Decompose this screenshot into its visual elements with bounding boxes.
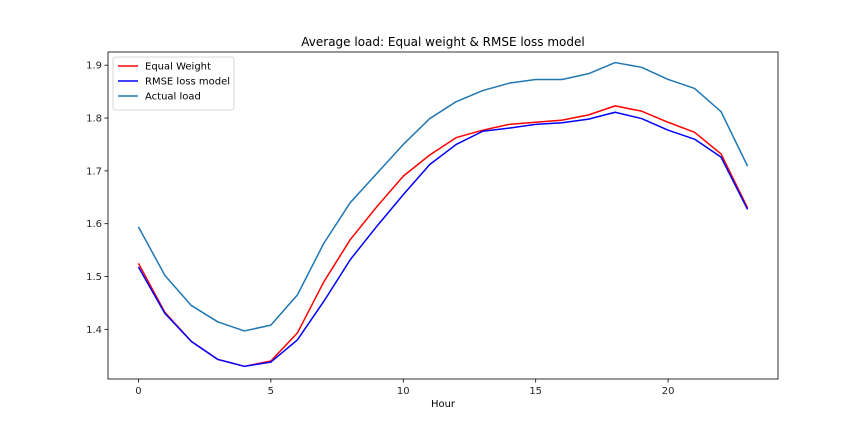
y-tick-label: 1.8 — [86, 114, 102, 125]
y-tick-label: 1.9 — [86, 61, 102, 72]
legend-label: RMSE loss model — [145, 77, 230, 88]
x-tick-label: 10 — [397, 386, 410, 397]
x-tick-label: 15 — [529, 386, 542, 397]
y-tick-label: 1.7 — [86, 166, 102, 177]
series-line-1 — [137, 105, 749, 368]
y-tick-label: 1.4 — [86, 325, 102, 336]
x-tick-label: 0 — [135, 386, 141, 397]
series-line-3 — [137, 61, 749, 332]
y-tick-label: 1.5 — [86, 272, 102, 283]
y-axis: 1.4 1.5 1.6 1.7 1.8 1.9 — [86, 61, 108, 336]
x-tick-label: 20 — [662, 386, 675, 397]
y-tick-label: 1.6 — [86, 219, 102, 230]
legend: Equal Weight RMSE loss model Actual load — [112, 56, 235, 111]
x-axis: 0 5 10 15 20 — [135, 379, 674, 397]
legend-label: Equal Weight — [145, 62, 211, 73]
series-line-2 — [137, 111, 749, 368]
legend-box — [112, 56, 235, 111]
x-tick-label: 5 — [268, 386, 274, 397]
series-layer — [137, 61, 749, 368]
plot-frame — [107, 51, 779, 380]
x-axis-label: Hour — [431, 399, 456, 410]
chart-title: Average load: Equal weight & RMSE loss m… — [301, 35, 584, 49]
legend-label: Actual load — [145, 92, 201, 103]
